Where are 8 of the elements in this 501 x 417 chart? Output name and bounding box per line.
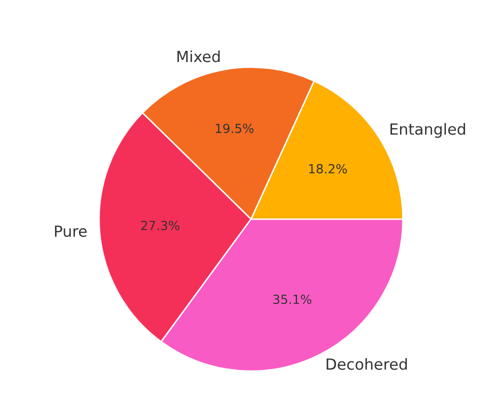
slice-label: Mixed — [177, 50, 220, 62]
data-label: 27.3% — [141, 220, 180, 230]
slice-label: Pure — [55, 226, 87, 237]
slice-label: Decohered — [326, 358, 407, 370]
slice-label: Entangled — [390, 123, 466, 138]
data-label: 35.1% — [273, 294, 312, 304]
data-label: 18.2% — [309, 164, 347, 174]
data-label: 19.5% — [216, 124, 254, 134]
